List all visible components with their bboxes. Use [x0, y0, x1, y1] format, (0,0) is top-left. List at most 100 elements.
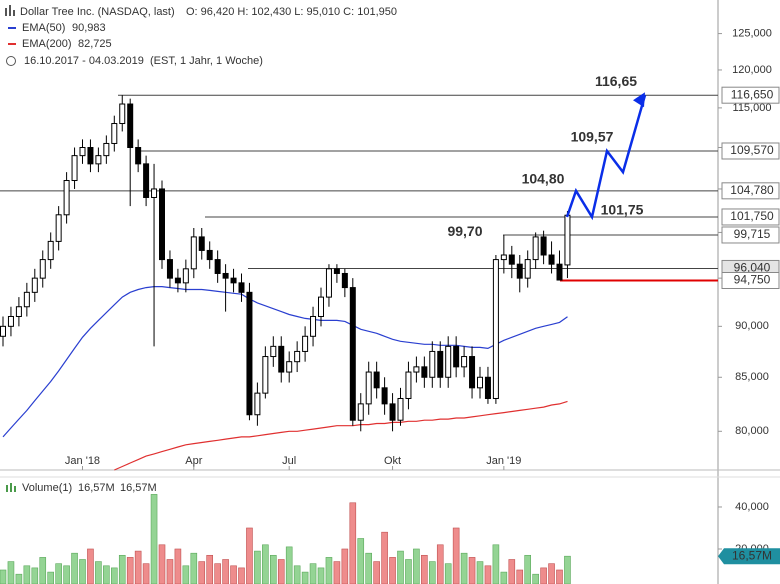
- candle-body: [31, 277, 38, 293]
- volume-bar: [556, 569, 563, 584]
- legend-value: 82,725: [78, 38, 112, 50]
- volume-bar: [476, 561, 484, 584]
- icon: [6, 56, 16, 66]
- volume-bar: [277, 559, 285, 584]
- candle-body: [373, 371, 380, 389]
- volume-bar: [126, 557, 134, 584]
- candle-body: [445, 345, 452, 378]
- volume-bar: [309, 563, 317, 584]
- volume-bar: [23, 565, 31, 584]
- ema-line: [2, 286, 568, 438]
- volume-bar: [492, 544, 500, 584]
- candle-body: [190, 236, 197, 270]
- candle-body: [198, 236, 205, 251]
- candle-body: [206, 249, 213, 261]
- legend-label: EMA(50): [22, 22, 65, 34]
- volume-bar: [254, 550, 261, 584]
- arrow-head: [633, 92, 645, 108]
- candle-body: [333, 268, 340, 274]
- candle-body: [508, 254, 515, 265]
- volume-bar: [79, 559, 86, 584]
- legend-icon: [10, 483, 12, 492]
- candle-body: [500, 254, 507, 261]
- title: Dollar Tree Inc. (NASDAQ, last): [20, 6, 175, 18]
- volume-bar: [71, 552, 78, 584]
- candle-body: [39, 259, 46, 279]
- x-tick-label: Jul: [282, 455, 296, 467]
- level-label: 101,750: [730, 209, 774, 223]
- x-tick-label: Jan '19: [486, 455, 521, 467]
- candle-body: [238, 282, 245, 293]
- volume-bar: [87, 548, 94, 584]
- volume-title: Volume(1): [22, 482, 72, 494]
- level-label-box: [721, 142, 780, 160]
- volume-bar: [198, 561, 206, 584]
- volume-bar: [444, 563, 452, 584]
- candle-body: [318, 296, 324, 317]
- volume-bar: [524, 554, 532, 584]
- volume-bar: [532, 573, 539, 584]
- candle-body: [127, 103, 134, 149]
- candle-body: [143, 163, 150, 198]
- candle-body: [111, 123, 118, 144]
- y-tick-label: 120,000: [732, 64, 772, 76]
- volume-bar: [413, 548, 420, 584]
- volume-bar: [341, 548, 349, 584]
- candle-body: [262, 356, 269, 394]
- candle-body: [381, 387, 388, 405]
- level-label: 104,780: [730, 183, 774, 197]
- candle-body: [23, 291, 30, 308]
- volume-bar: [230, 565, 237, 584]
- y-tick-label: 90,000: [735, 320, 769, 332]
- candle-body: [55, 214, 62, 242]
- volume-bar: [436, 544, 444, 584]
- ema-line: [114, 400, 568, 471]
- candle-body: [540, 236, 547, 256]
- candle-body: [270, 345, 277, 358]
- annotation: 109,57: [571, 129, 614, 145]
- volume-bar: [325, 557, 333, 584]
- volume-bar: [508, 559, 516, 584]
- candle-body: [405, 371, 412, 399]
- volume-bar: [397, 550, 404, 584]
- volume-bar: [262, 544, 269, 584]
- level-label: 116,650: [731, 87, 774, 101]
- level-label-box: [721, 226, 780, 244]
- volume-bar: [548, 563, 555, 584]
- volume-bar: [182, 565, 190, 584]
- candle-body: [174, 277, 181, 284]
- candle-body: [516, 263, 523, 279]
- candle-body: [87, 147, 94, 165]
- volume-bar: [357, 538, 365, 584]
- candle-body: [15, 306, 22, 317]
- candle-body: [103, 142, 110, 157]
- legend: Dollar Tree Inc. (NASDAQ, last) O: 96,42…: [5, 5, 397, 67]
- volume-bar: [150, 494, 158, 584]
- y-tick-label: 125,000: [732, 27, 772, 39]
- y-tick-label: 40,000: [735, 501, 769, 513]
- volume-bar: [246, 527, 253, 584]
- volume-bar: [317, 567, 325, 584]
- volume-bar: [293, 565, 301, 584]
- candle-body: [254, 392, 261, 416]
- candle-body: [397, 397, 404, 421]
- volume-bar: [428, 561, 436, 584]
- candle-body: [182, 268, 189, 284]
- legend-icon: [6, 485, 8, 492]
- volume-bar: [389, 557, 396, 584]
- volume-legend-value: 16,57M: [120, 482, 157, 494]
- candle-body: [349, 287, 356, 421]
- candle-body: [437, 350, 444, 378]
- x-tick-label: Jan '18: [65, 455, 100, 467]
- candle-body: [477, 376, 483, 389]
- candle-body: [286, 361, 293, 373]
- level-label: 96,040: [734, 261, 771, 275]
- candle-body: [429, 350, 436, 378]
- forecast-arrow: [565, 94, 647, 221]
- volume-bar: [190, 552, 198, 584]
- annotation: 99,70: [447, 223, 482, 239]
- volume-bar: [333, 561, 341, 584]
- candle-body: [484, 376, 491, 399]
